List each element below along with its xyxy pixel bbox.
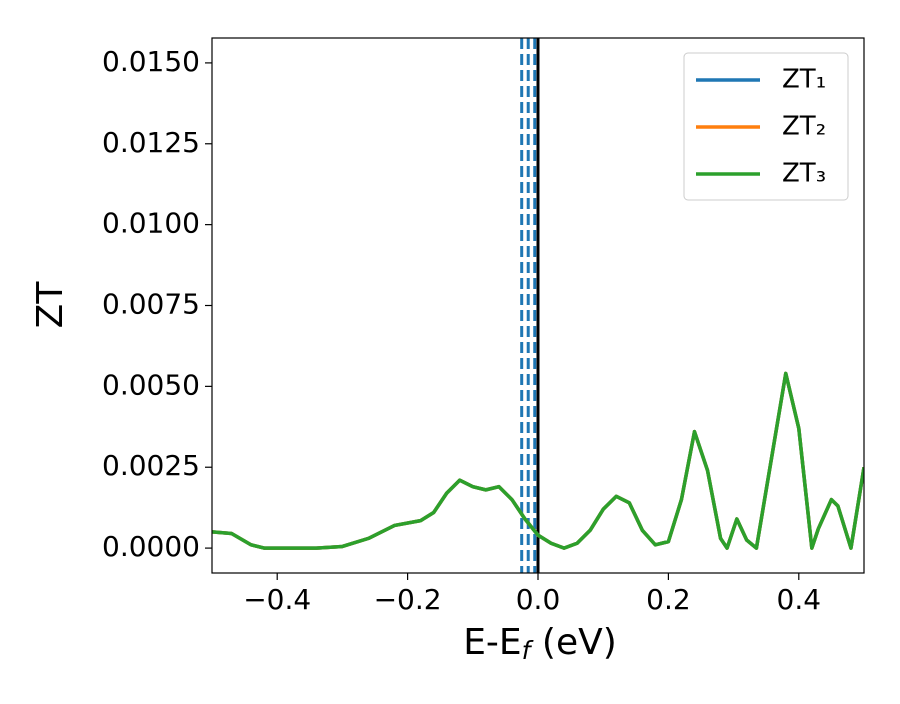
plot-frame [211, 37, 865, 574]
x-label-tail: (eV) [530, 622, 616, 663]
y-tick-label: 0.0050 [102, 368, 200, 401]
x-tick-label: 0.2 [646, 583, 691, 616]
legend: ZT₁ ZT₂ ZT₃ [683, 52, 849, 201]
y-tick-label: 0.0150 [102, 45, 200, 78]
x-tick-label: −0.2 [374, 583, 442, 616]
x-tick-label: 0.4 [777, 583, 822, 616]
x-label-main: E-E [463, 622, 521, 663]
y-tick-label: 0.0125 [102, 126, 200, 159]
y-tick-label: 0.0000 [102, 530, 200, 563]
series-line [212, 371, 864, 550]
x-tick-label: 0.0 [516, 583, 561, 616]
legend-label: ZT₃ [782, 159, 826, 189]
x-tick-label: −0.4 [243, 583, 311, 616]
x-axis-label: E-Ef (eV) [463, 622, 617, 665]
legend-label: ZT₁ [782, 65, 826, 95]
y-tick-label: 0.0075 [102, 288, 200, 321]
y-tick-label: 0.0025 [102, 449, 200, 482]
legend-label: ZT₂ [782, 112, 826, 142]
legend-box [683, 52, 849, 201]
y-tick-label: 0.0100 [102, 207, 200, 240]
y-axis-label: ZT [30, 281, 71, 329]
